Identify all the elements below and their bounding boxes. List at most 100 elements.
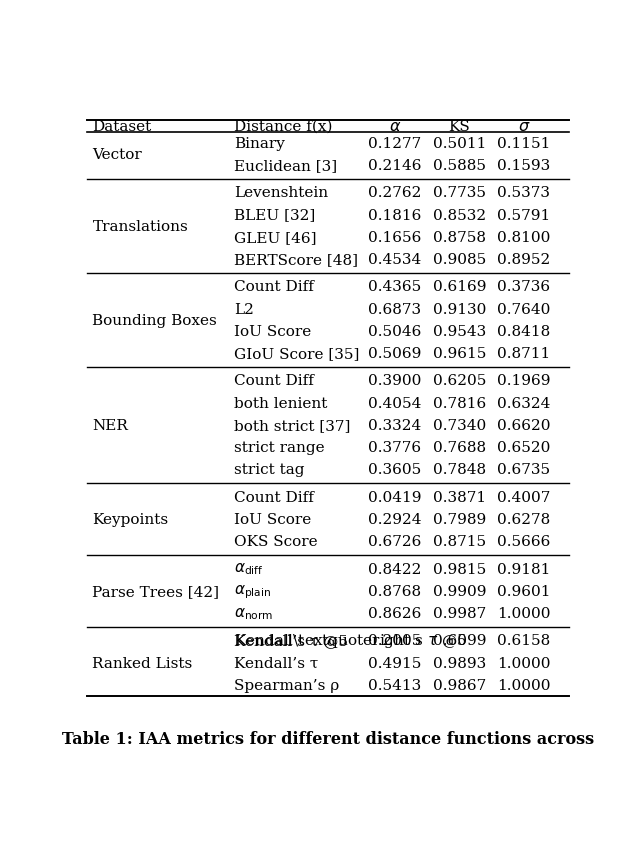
Text: Count Diff: Count Diff: [234, 374, 314, 388]
Text: 0.8418: 0.8418: [497, 325, 550, 338]
Text: 0.6873: 0.6873: [369, 302, 422, 316]
Text: 0.1277: 0.1277: [369, 136, 422, 151]
Text: Bounding Boxes: Bounding Boxes: [92, 314, 217, 327]
Text: 0.6726: 0.6726: [368, 534, 422, 549]
Text: 0.1593: 0.1593: [497, 158, 550, 173]
Text: 0.8711: 0.8711: [497, 347, 550, 360]
Text: OKS Score: OKS Score: [234, 534, 317, 549]
Text: 0.7340: 0.7340: [433, 418, 486, 432]
Text: Euclidean [3]: Euclidean [3]: [234, 158, 337, 173]
Text: 0.2005: 0.2005: [368, 634, 422, 648]
Text: 0.1969: 0.1969: [497, 374, 550, 388]
Text: 0.9181: 0.9181: [497, 561, 550, 576]
Text: $\alpha_{\rm norm}$: $\alpha_{\rm norm}$: [234, 606, 273, 621]
Text: 0.6169: 0.6169: [433, 280, 486, 294]
Text: 0.8422: 0.8422: [368, 561, 422, 576]
Text: GIoU Score [35]: GIoU Score [35]: [234, 347, 359, 360]
Text: Levenshtein: Levenshtein: [234, 186, 328, 200]
Text: 0.6324: 0.6324: [497, 396, 550, 410]
Text: 0.5413: 0.5413: [369, 678, 422, 692]
Text: 0.3776: 0.3776: [369, 440, 422, 454]
Text: NER: NER: [92, 418, 128, 432]
Text: Count Diff: Count Diff: [234, 490, 314, 504]
Text: 0.8100: 0.8100: [497, 230, 550, 245]
Text: 0.4534: 0.4534: [369, 253, 422, 267]
Text: 0.2762: 0.2762: [368, 186, 422, 200]
Text: 0.7848: 0.7848: [433, 463, 486, 476]
Text: IoU Score: IoU Score: [234, 512, 311, 527]
Text: L2: L2: [234, 302, 253, 316]
Text: strict tag: strict tag: [234, 463, 304, 476]
Text: 0.9615: 0.9615: [433, 347, 486, 360]
Text: 0.0419: 0.0419: [368, 490, 422, 504]
Text: Spearman’s ρ: Spearman’s ρ: [234, 678, 339, 692]
Text: 0.9987: 0.9987: [433, 607, 486, 620]
Text: 0.9909: 0.9909: [433, 584, 486, 598]
Text: 0.6620: 0.6620: [497, 418, 550, 432]
Text: $\alpha_{\rm diff}$: $\alpha_{\rm diff}$: [234, 561, 263, 577]
Text: 0.7640: 0.7640: [497, 302, 550, 316]
Text: $\sigma$: $\sigma$: [518, 118, 530, 135]
Text: 0.9130: 0.9130: [433, 302, 486, 316]
Text: 0.1656: 0.1656: [368, 230, 422, 245]
Text: 0.3736: 0.3736: [497, 280, 550, 294]
Text: 0.8715: 0.8715: [433, 534, 486, 549]
Text: 0.4915: 0.4915: [368, 656, 422, 670]
Text: 0.6735: 0.6735: [497, 463, 550, 476]
Text: Count Diff: Count Diff: [234, 280, 314, 294]
Text: 0.5791: 0.5791: [497, 208, 550, 222]
Text: both strict [37]: both strict [37]: [234, 418, 350, 432]
Text: 1.0000: 1.0000: [497, 656, 550, 670]
Text: BERTScore [48]: BERTScore [48]: [234, 253, 358, 267]
Text: Keypoints: Keypoints: [92, 512, 168, 527]
Text: 0.6099: 0.6099: [433, 634, 486, 648]
Text: Kendall\textquoteright s $\tau$ @5: Kendall\textquoteright s $\tau$ @5: [234, 631, 467, 649]
Text: 0.6205: 0.6205: [433, 374, 486, 388]
Text: Ranked Lists: Ranked Lists: [92, 656, 193, 670]
Text: Binary: Binary: [234, 136, 285, 151]
Text: Dataset: Dataset: [92, 119, 152, 134]
Text: 0.7989: 0.7989: [433, 512, 486, 527]
Text: Kendall’s τ: Kendall’s τ: [234, 656, 318, 670]
Text: 0.4365: 0.4365: [369, 280, 422, 294]
Text: 1.0000: 1.0000: [497, 678, 550, 692]
Text: 0.6520: 0.6520: [497, 440, 550, 454]
Text: 0.6278: 0.6278: [497, 512, 550, 527]
Text: Vector: Vector: [92, 147, 142, 162]
Text: 0.3605: 0.3605: [369, 463, 422, 476]
Text: 0.9893: 0.9893: [433, 656, 486, 670]
Text: 0.7816: 0.7816: [433, 396, 486, 410]
Text: Parse Trees [42]: Parse Trees [42]: [92, 584, 220, 598]
Text: 1.0000: 1.0000: [497, 607, 550, 620]
Text: Distance f(x): Distance f(x): [234, 119, 332, 134]
Text: 0.5885: 0.5885: [433, 158, 486, 173]
Text: 0.5666: 0.5666: [497, 534, 550, 549]
Text: 0.1816: 0.1816: [368, 208, 422, 222]
Text: $\alpha_{\rm plain}$: $\alpha_{\rm plain}$: [234, 582, 271, 600]
Text: 0.5373: 0.5373: [497, 186, 550, 200]
Text: 0.4007: 0.4007: [497, 490, 550, 504]
Text: Table 1: IAA metrics for different distance functions across: Table 1: IAA metrics for different dista…: [62, 730, 594, 747]
Text: 0.6158: 0.6158: [497, 634, 550, 648]
Text: 0.5011: 0.5011: [433, 136, 486, 151]
Text: Kendall’s τ @5: Kendall’s τ @5: [234, 634, 348, 648]
Text: IoU Score: IoU Score: [234, 325, 311, 338]
Text: 0.3900: 0.3900: [368, 374, 422, 388]
Text: 0.3324: 0.3324: [369, 418, 422, 432]
Text: 0.8626: 0.8626: [368, 607, 422, 620]
Text: 0.8768: 0.8768: [369, 584, 422, 598]
Text: 0.9867: 0.9867: [433, 678, 486, 692]
Text: 0.8532: 0.8532: [433, 208, 486, 222]
Text: 0.9543: 0.9543: [433, 325, 486, 338]
Text: Translations: Translations: [92, 219, 188, 233]
Text: 0.2146: 0.2146: [368, 158, 422, 173]
Text: 0.5069: 0.5069: [368, 347, 422, 360]
Text: 0.9815: 0.9815: [433, 561, 486, 576]
Text: GLEU [46]: GLEU [46]: [234, 230, 316, 245]
Text: 0.5046: 0.5046: [368, 325, 422, 338]
Text: 0.7735: 0.7735: [433, 186, 486, 200]
Text: both lenient: both lenient: [234, 396, 327, 410]
Text: 0.8758: 0.8758: [433, 230, 486, 245]
Text: strict range: strict range: [234, 440, 324, 454]
Text: 0.3871: 0.3871: [433, 490, 486, 504]
